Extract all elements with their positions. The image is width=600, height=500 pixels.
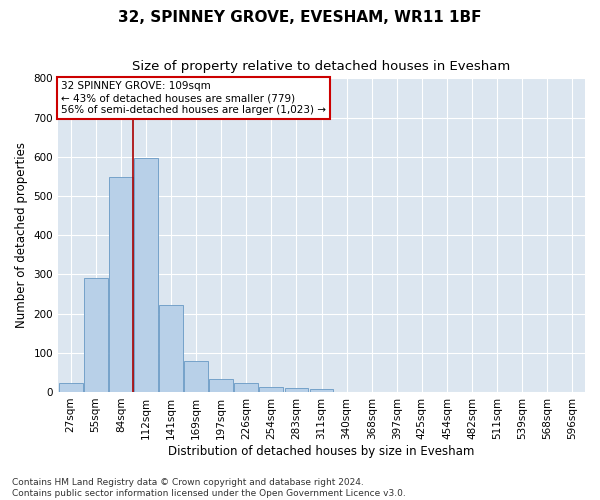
Bar: [59, 384, 83, 392]
Text: 32, SPINNEY GROVE, EVESHAM, WR11 1BF: 32, SPINNEY GROVE, EVESHAM, WR11 1BF: [118, 10, 482, 25]
X-axis label: Distribution of detached houses by size in Evesham: Distribution of detached houses by size …: [169, 444, 475, 458]
Text: Contains HM Land Registry data © Crown copyright and database right 2024.
Contai: Contains HM Land Registry data © Crown c…: [12, 478, 406, 498]
Bar: [209, 379, 233, 392]
Bar: [284, 388, 308, 392]
Bar: [159, 305, 183, 392]
Y-axis label: Number of detached properties: Number of detached properties: [15, 142, 28, 328]
Bar: [84, 278, 107, 392]
Bar: [259, 387, 283, 392]
Bar: [184, 360, 208, 392]
Title: Size of property relative to detached houses in Evesham: Size of property relative to detached ho…: [133, 60, 511, 73]
Bar: [235, 384, 258, 392]
Bar: [109, 177, 133, 392]
Text: 32 SPINNEY GROVE: 109sqm
← 43% of detached houses are smaller (779)
56% of semi-: 32 SPINNEY GROVE: 109sqm ← 43% of detach…: [61, 82, 326, 114]
Bar: [310, 389, 334, 392]
Bar: [134, 158, 158, 392]
